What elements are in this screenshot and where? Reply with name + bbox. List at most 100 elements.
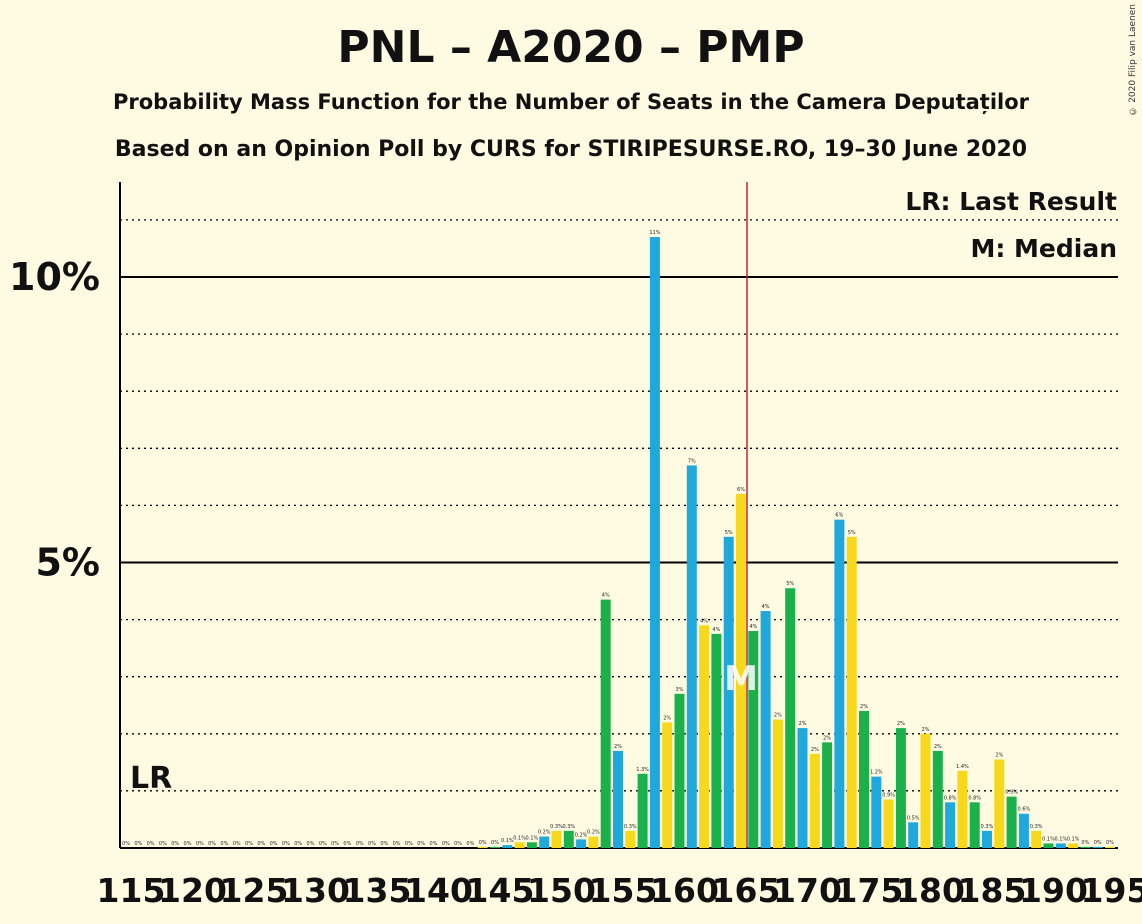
x-tick-label: 130 <box>281 871 350 910</box>
bar-value-label: 0.3% <box>550 824 563 830</box>
bar-value-label: 0.6% <box>1018 807 1031 813</box>
bar-seat-157 <box>637 773 648 848</box>
bar-seat-180 <box>920 733 931 848</box>
x-tick-label: 150 <box>527 871 596 910</box>
bar-seat-179 <box>908 822 919 848</box>
bar-seat-159 <box>662 722 673 848</box>
chart-subtitle-2: Based on an Opinion Poll by CURS for STI… <box>114 137 1028 162</box>
bar-value-label: 4% <box>762 604 770 610</box>
bar-seat-194 <box>1092 846 1103 848</box>
bar-seat-176 <box>871 776 882 848</box>
x-tick-label: 180 <box>896 871 965 910</box>
bar-seat-169 <box>785 588 796 848</box>
legend-median: M: Median <box>970 234 1117 263</box>
bar-value-label: 2% <box>799 721 807 727</box>
x-tick-label: 185 <box>958 871 1027 910</box>
bar-value-label: 0% <box>134 841 142 847</box>
bar-value-label: 11% <box>649 230 660 236</box>
bar-value-label: 0.1% <box>513 835 526 841</box>
bar-seat-161 <box>686 465 697 848</box>
bar-value-label: 2% <box>614 744 622 750</box>
bar-seat-150 <box>551 830 562 848</box>
bar-seat-162 <box>699 625 710 848</box>
x-tick-label: 135 <box>343 871 412 910</box>
bar-value-label: 0% <box>479 840 487 846</box>
bar-seat-145 <box>490 846 500 848</box>
bar-value-label: 0% <box>1081 840 1089 846</box>
bar-value-label: 1.3% <box>636 767 649 773</box>
bar-value-label: 0% <box>159 841 167 847</box>
bar-seat-182 <box>945 802 956 848</box>
bar-value-label: 0.1% <box>1067 836 1080 842</box>
x-tick-label: 175 <box>835 871 904 910</box>
bar-seat-177 <box>883 799 894 848</box>
median-marker: M <box>724 659 758 699</box>
bar-value-label: 0% <box>442 841 450 847</box>
bar-value-label: 0% <box>257 841 265 847</box>
bar-seat-149 <box>539 836 550 848</box>
bar-value-label: 4% <box>602 593 610 599</box>
y-tick-label: 5% <box>35 541 100 585</box>
x-tick-label: 160 <box>650 871 719 910</box>
bar-seat-186 <box>994 759 1005 848</box>
bar-value-label: 2% <box>934 744 942 750</box>
bar-value-label: 0.3% <box>624 824 637 830</box>
last-result-label: LR <box>130 761 172 796</box>
bar-seat-189 <box>1031 830 1042 848</box>
bar-seat-192 <box>1068 843 1079 848</box>
bar-value-label: 2% <box>995 752 1003 758</box>
bar-seat-181 <box>932 750 943 848</box>
bar-seat-156 <box>625 830 636 848</box>
bar-value-label: 0% <box>1094 840 1102 846</box>
bar-value-label: 0% <box>405 841 413 847</box>
chart-title: PNL – A2020 – PMP <box>337 22 805 73</box>
bar-seat-173 <box>834 519 845 848</box>
bar-seat-172 <box>822 742 833 848</box>
bar-seat-191 <box>1055 843 1066 848</box>
bar-value-label: 0.1% <box>526 835 539 841</box>
bar-value-label: 0% <box>368 841 376 847</box>
bar-value-label: 4% <box>700 618 708 624</box>
bar-value-label: 2% <box>823 735 831 741</box>
bar-seat-188 <box>1018 813 1029 848</box>
bar-value-label: 2% <box>922 727 930 733</box>
bar-value-label: 0% <box>393 841 401 847</box>
bar-seat-158 <box>649 237 660 848</box>
bar-value-label: 0% <box>430 841 438 847</box>
x-tick-label: 140 <box>404 871 473 910</box>
bar-value-label: 3% <box>676 687 684 693</box>
bar-value-label: 0.3% <box>981 824 994 830</box>
bar-value-label: 0.8% <box>968 795 981 801</box>
bar-value-label: 2% <box>663 715 671 721</box>
bar-value-label: 0% <box>294 841 302 847</box>
y-tick-label: 10% <box>9 255 100 299</box>
bar-seat-144 <box>477 846 488 848</box>
bar-seat-163 <box>711 633 722 848</box>
bar-seat-154 <box>600 599 611 848</box>
bar-value-label: 0% <box>307 841 315 847</box>
bar-seat-160 <box>674 693 685 848</box>
bar-value-label: 2% <box>811 747 819 753</box>
bar-value-label: 5% <box>725 530 733 536</box>
bar-value-label: 5% <box>848 530 856 536</box>
bar-seat-187 <box>1006 796 1017 848</box>
bar-value-label: 2% <box>860 704 868 710</box>
x-tick-label: 120 <box>158 871 227 910</box>
bar-seat-167 <box>760 611 771 848</box>
x-tick-label: 190 <box>1019 871 1088 910</box>
bar-seat-195 <box>1105 846 1115 848</box>
bar-value-label: 0% <box>245 841 253 847</box>
bar-value-label: 0% <box>220 841 228 847</box>
bar-seat-183 <box>957 770 968 848</box>
bar-seat-151 <box>563 830 574 848</box>
bar-value-label: 0.3% <box>1030 824 1043 830</box>
bar-seat-164 <box>723 536 734 848</box>
bar-value-label: 0% <box>1106 840 1114 846</box>
bar-seat-190 <box>1043 843 1054 848</box>
bar-value-label: 0.9% <box>882 792 895 798</box>
bar-seat-184 <box>969 802 980 848</box>
bar-value-label: 0% <box>417 841 425 847</box>
bar-value-label: 0% <box>380 841 388 847</box>
bar-value-label: 1.2% <box>870 770 883 776</box>
